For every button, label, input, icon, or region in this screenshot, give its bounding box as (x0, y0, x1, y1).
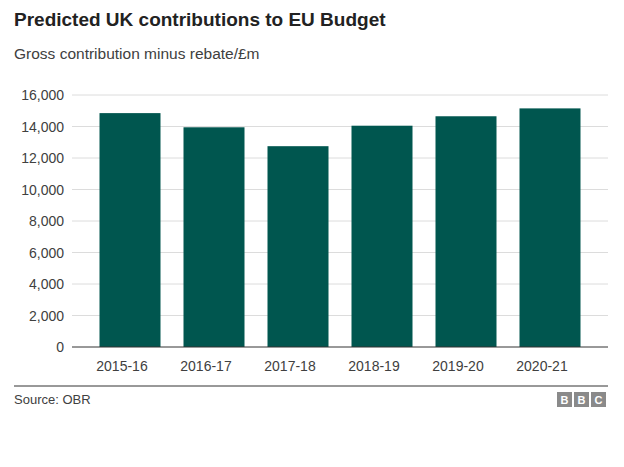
x-tick-label: 2018-19 (348, 358, 400, 374)
x-tick-label: 2020-21 (516, 358, 568, 374)
y-tick-label: 8,000 (29, 213, 64, 229)
y-tick-label: 16,000 (21, 87, 64, 103)
y-tick-label: 14,000 (21, 119, 64, 135)
logo-letter: B (561, 394, 569, 406)
x-tick-label: 2015-16 (96, 358, 148, 374)
logo-box (574, 392, 589, 407)
y-tick-label: 0 (56, 339, 64, 355)
bar (268, 146, 329, 347)
bar (436, 116, 497, 347)
bar (100, 113, 161, 347)
logo-box (591, 392, 606, 407)
y-tick-label: 10,000 (21, 182, 64, 198)
y-tick-label: 4,000 (29, 276, 64, 292)
bars (100, 108, 581, 347)
footer-rule (14, 386, 608, 387)
bar (184, 127, 245, 347)
y-tick-label: 6,000 (29, 245, 64, 261)
y-tick-label: 2,000 (29, 308, 64, 324)
source: Source: OBR (14, 392, 91, 407)
x-tick-label: 2016-17 (180, 358, 232, 374)
bar (520, 108, 581, 347)
grid-line (72, 95, 608, 96)
x-tick-label: 2019-20 (432, 358, 484, 374)
x-tick-label: 2017-18 (264, 358, 316, 374)
baseline (72, 347, 608, 348)
bar (352, 126, 413, 347)
y-tick-label: 12,000 (21, 150, 64, 166)
logo-letter: B (578, 394, 586, 406)
logo-box (557, 392, 572, 407)
logo-letter: C (595, 394, 603, 406)
title: Predicted UK contributions to EU Budget (14, 9, 386, 30)
subtitle: Gross contribution minus rebate/£m (14, 45, 260, 62)
